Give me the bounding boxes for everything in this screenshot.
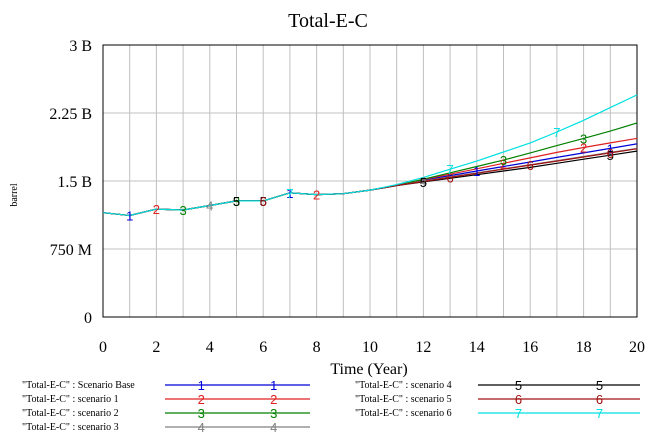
x-tick-label: 12 bbox=[415, 339, 431, 356]
x-tick-label: 20 bbox=[629, 339, 645, 356]
x-tick-label: 10 bbox=[362, 339, 378, 356]
legend-label: "Total-E-C" : scenario 2 bbox=[22, 408, 119, 419]
series-marker-5: 5 bbox=[233, 194, 240, 209]
series-marker-5: 5 bbox=[420, 175, 427, 190]
y-tick-label: 0 bbox=[84, 310, 92, 327]
legend-marker: 6 bbox=[596, 392, 603, 407]
series-marker-2: 2 bbox=[153, 202, 160, 217]
series-marker-7: 7 bbox=[553, 125, 560, 140]
legend-label: "Total-E-C" : scenario 1 bbox=[22, 394, 119, 405]
legend-marker: 2 bbox=[198, 392, 205, 407]
legend-marker: 3 bbox=[198, 406, 205, 421]
y-tick-label: 3 B bbox=[69, 38, 92, 55]
x-tick-label: 16 bbox=[522, 339, 538, 356]
x-axis-label: Time (Year) bbox=[330, 361, 407, 378]
legend: "Total-E-C" : Scenario Base 1 1 "Total-E-C"… bbox=[22, 378, 640, 435]
y-tick-label: 1.5 B bbox=[57, 174, 92, 191]
series-marker-3: 3 bbox=[580, 131, 587, 146]
grid bbox=[103, 45, 637, 317]
series-marker-6: 6 bbox=[446, 170, 453, 185]
legend-label: "Total-E-C" : Scenario Base bbox=[22, 380, 135, 391]
legend-marker: 7 bbox=[515, 406, 522, 421]
plot-frame bbox=[102, 44, 638, 318]
legend-marker: 4 bbox=[270, 420, 277, 435]
chart-title: Total-E-C bbox=[288, 10, 368, 32]
legend-marker: 6 bbox=[515, 392, 522, 407]
legend-label: "Total-E-C" : scenario 3 bbox=[22, 422, 119, 433]
series-marker-6: 6 bbox=[607, 146, 614, 161]
legend-label: "Total-E-C" : scenario 5 bbox=[355, 394, 452, 405]
series-marker-4: 4 bbox=[206, 198, 213, 213]
series-marker-5: 5 bbox=[607, 148, 614, 163]
series-marker-3: 3 bbox=[233, 194, 240, 209]
series-marker-3: 3 bbox=[500, 153, 507, 168]
series-marker-1: 1 bbox=[286, 186, 293, 201]
legend-marker: 4 bbox=[198, 420, 205, 435]
series-marker-6: 6 bbox=[260, 194, 267, 209]
series-marker-2: 2 bbox=[500, 156, 507, 171]
legend-marker: 5 bbox=[515, 378, 522, 393]
series-marker-1: 1 bbox=[473, 164, 480, 179]
legend-label: "Total-E-C" : scenario 6 bbox=[355, 408, 452, 419]
legend-marker: 1 bbox=[270, 378, 277, 393]
series-marker-5: 5 bbox=[260, 194, 267, 209]
legend-marker: 7 bbox=[596, 406, 603, 421]
x-tick-label: 8 bbox=[313, 339, 321, 356]
series-marker-1: 1 bbox=[607, 141, 614, 156]
legend-marker: 3 bbox=[270, 406, 277, 421]
series-marker-6: 6 bbox=[527, 158, 534, 173]
x-tick-label: 4 bbox=[206, 339, 214, 356]
legend-marker: 5 bbox=[596, 378, 603, 393]
x-tick-label: 6 bbox=[259, 339, 267, 356]
y-tick-label: 2.25 B bbox=[49, 106, 92, 123]
y-tick-label: 750 M bbox=[50, 242, 92, 259]
series-marker-4: 4 bbox=[420, 174, 427, 189]
legend-marker: 2 bbox=[270, 392, 277, 407]
x-tick-label: 0 bbox=[99, 339, 107, 356]
x-tick-label: 18 bbox=[576, 339, 592, 356]
x-tick-label: 2 bbox=[152, 339, 160, 356]
series-marker-2: 2 bbox=[313, 188, 320, 203]
legend-marker: 1 bbox=[198, 378, 205, 393]
series-line-7 bbox=[102, 94, 638, 217]
series-marker-7: 7 bbox=[446, 162, 453, 177]
x-tick-label: 14 bbox=[469, 339, 485, 356]
series-marker-2: 2 bbox=[580, 140, 587, 155]
y-axis-label: barrel bbox=[9, 183, 20, 207]
series-marker-3: 3 bbox=[179, 203, 186, 218]
series-marker-7: 7 bbox=[286, 186, 293, 201]
series-marker-1: 1 bbox=[126, 208, 133, 223]
legend-label: "Total-E-C" : scenario 4 bbox=[355, 380, 452, 391]
